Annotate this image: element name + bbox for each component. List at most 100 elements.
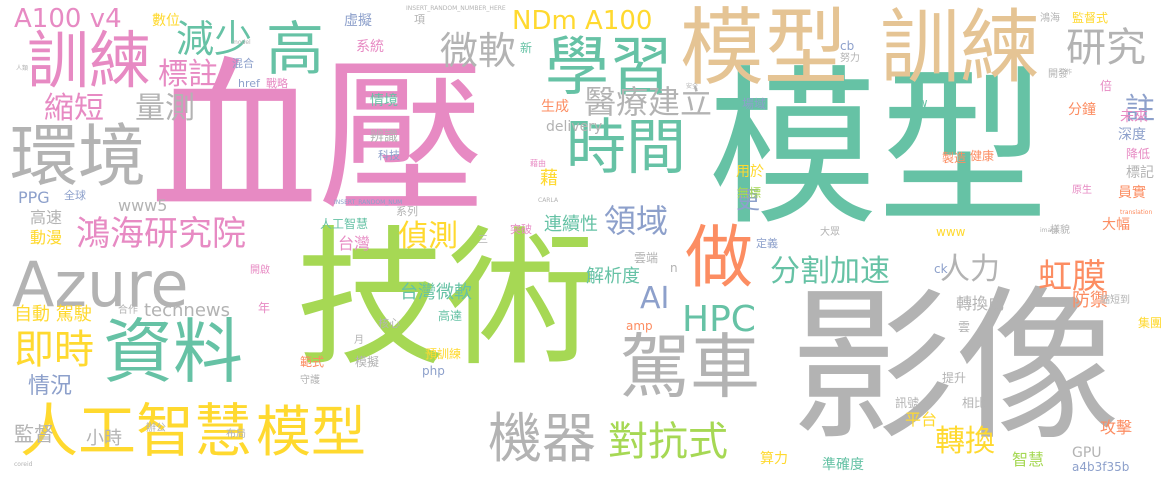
word-xiang: 項 <box>414 13 425 26</box>
word-href: href <box>238 77 260 90</box>
word-xuexi: 學習 <box>545 31 673 105</box>
word-zhu: 註 <box>1125 92 1155 127</box>
word-jiangdi: 降低 <box>1126 147 1151 161</box>
word-jie: 藉 <box>540 168 558 189</box>
word-tw: tw <box>913 96 928 110</box>
word-fenzhong: 分鐘 <box>1068 102 1096 118</box>
word-liangce: 量測 <box>135 91 195 126</box>
word-dongman: 動漫 <box>30 228 63 247</box>
word-jishi: 即時 <box>14 327 94 373</box>
word-biaoji: 標記 <box>1126 165 1154 181</box>
word-yingxiang: 影像 <box>790 271 1120 463</box>
word-www5: www5 <box>118 196 168 215</box>
word-jiandu: 監督 <box>14 422 54 446</box>
word-image: image <box>1040 227 1059 234</box>
word-ck: ck <box>934 262 948 276</box>
word-yongyu: 用於 <box>736 164 764 180</box>
word-buju: 布局 <box>226 429 246 440</box>
word-yunduan: 雲端 <box>634 251 659 265</box>
word-gaoda: 高達 <box>438 309 463 323</box>
word-zhizao: 製造 <box>942 151 967 165</box>
word-rengong-zhihui-small: 人工智慧 <box>320 217 369 231</box>
word-lingyu: 領域 <box>604 202 669 240</box>
word-xitong: 系統 <box>356 39 384 55</box>
word-suoduan: 縮短 <box>44 91 104 126</box>
word-www: www <box>936 225 966 239</box>
word-xin: 新 <box>520 41 533 55</box>
word-shuwei: 數位 <box>152 13 180 29</box>
word-zhuanhuancheng: 轉換成 <box>956 294 1005 313</box>
word-yangmao: 樣貌 <box>1050 225 1070 236</box>
word-honghai-yanjiuyuan: 鴻海研究院 <box>76 214 246 254</box>
word-moxing-yellow: 模型 <box>256 400 367 464</box>
word-xilie: 系列 <box>396 205 418 218</box>
word-renli: 人力 <box>940 252 1000 287</box>
word-insert-random-number: INSERT_RANDOM_NUMBER_HERE <box>406 5 506 12</box>
word-san: 三 <box>478 235 488 246</box>
word-ppg: PPG <box>18 188 50 207</box>
word-geng: 更 <box>736 186 760 214</box>
word-shendu: 深度 <box>1118 127 1146 143</box>
word-xiangbi: 相比 <box>962 396 987 410</box>
word-coreid: coreid <box>14 461 33 468</box>
word-xunlian-tan: 訓練 <box>880 1 1040 94</box>
word-duikangshi: 對抗式 <box>608 419 728 465</box>
word-yun: 雲 <box>958 320 971 334</box>
word-yuansheng: 原生 <box>1072 185 1092 196</box>
word-honghai: 鴻海 <box>1040 13 1060 24</box>
word-kaifa: 開發 <box>1048 69 1068 80</box>
word-biaozhu: 標註 <box>158 57 218 92</box>
word-shouhu: 守護 <box>300 375 320 386</box>
word-yuxunlian: 預訓練 <box>425 347 462 361</box>
word-jishu: 技術 <box>296 213 597 387</box>
word-ziliao: 資料 <box>103 311 243 393</box>
word-a100v4: A100 v4 <box>14 4 122 34</box>
word-jiqi: 機器 <box>488 407 596 470</box>
word-rengong-zhihui: 人工智慧 <box>20 397 253 465</box>
word-translation: translation <box>1120 209 1153 216</box>
word-gongji: 攻擊 <box>1100 418 1133 437</box>
word-dafu: 大幅 <box>1102 217 1130 233</box>
word-jiandushi: 監督式 <box>1072 11 1109 25</box>
word-insert-random-num: INSERT_RANDOM_NUM <box>334 199 403 206</box>
word-moxing-big: 模型 <box>708 51 1049 249</box>
word-pingtai: 平台 <box>905 410 938 429</box>
word-changyu: 場域 <box>742 97 767 111</box>
word-yue: 月 <box>354 335 364 346</box>
word-zhunquedu: 準確度 <box>822 457 864 473</box>
word-n: n <box>670 261 678 275</box>
word-renlei: 人類 <box>16 65 29 72</box>
word-amp: amp <box>626 319 653 333</box>
word-jieyou: 藉由 <box>530 159 546 168</box>
word-ndm-a100: NDm A100 <box>512 6 653 36</box>
word-carla: CARLA <box>538 197 559 204</box>
word-xunhao: 訊號 <box>895 396 920 410</box>
word-jiache: 駕車 <box>620 326 760 408</box>
word-moni: 模擬 <box>355 355 380 369</box>
word-jianshao: 減少 <box>176 17 253 61</box>
word-technews: technews <box>144 300 231 321</box>
word-nuli: 努力 <box>840 53 860 64</box>
word-cb: cb <box>840 39 855 53</box>
word-xueya: 血壓 <box>150 41 486 237</box>
word-hunhe: 混合 <box>232 57 254 70</box>
word-gaosu: 高速 <box>30 208 63 227</box>
word-xunlian-pink: 訓練 <box>27 24 152 97</box>
word-gpu: GPU <box>1072 445 1102 461</box>
word-hexin: 核心 <box>378 317 400 330</box>
word-hezuo: 合作 <box>118 305 138 316</box>
word-hpc: HPC <box>682 299 756 340</box>
word-zhihui: 智慧 <box>1012 450 1045 469</box>
word-zhuanhuan: 轉換 <box>935 424 995 459</box>
word-hongmo: 虹膜 <box>1038 257 1106 297</box>
word-php: php <box>422 364 445 378</box>
word-shijian: 時間 <box>566 113 686 183</box>
word-moxing-tan: 模型 <box>680 0 849 97</box>
word-anquan: 安全 <box>686 83 699 90</box>
word-zuo: 做 <box>685 219 754 298</box>
word-jiexidu: 解析度 <box>586 266 640 287</box>
word-taiwan-weiruan: 台灣微軟 <box>400 282 472 303</box>
word-model: model <box>232 39 251 46</box>
word-weilai: 未來 <box>1120 109 1148 125</box>
word-gongzuo: 工作 <box>1060 69 1073 76</box>
